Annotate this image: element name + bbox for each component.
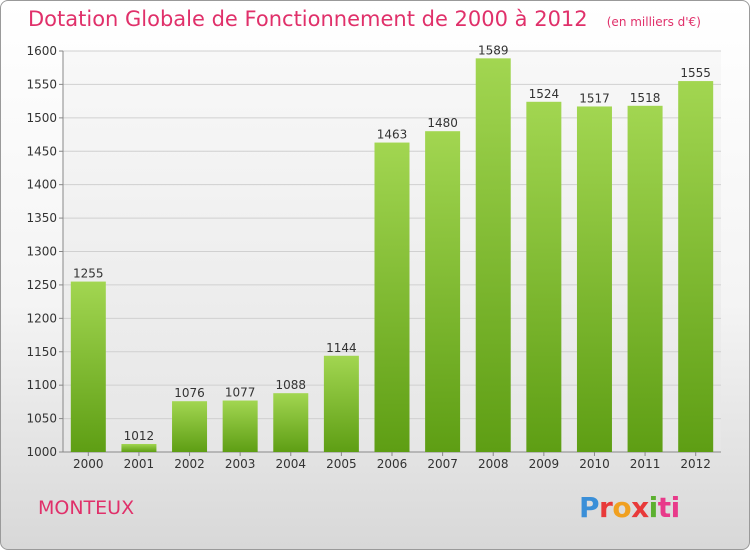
x-tick-label: 2009 [529,457,560,471]
bar-value-label: 1463 [377,128,408,142]
bar [526,101,562,452]
y-tick-label: 1600 [26,44,57,58]
bar [273,393,309,452]
bar [475,58,511,453]
y-tick-label: 1150 [26,345,57,359]
y-tick-label: 1550 [26,77,57,91]
logo-letter: t [657,491,671,524]
y-tick-label: 1250 [26,278,57,292]
bar [323,355,359,452]
y-tick-label: 1400 [26,178,57,192]
proxiti-logo: Proxiti [579,491,680,524]
y-tick-label: 1200 [26,311,57,325]
logo-letter: i [670,491,681,524]
x-tick-label: 2007 [427,457,458,471]
bar [222,400,258,452]
y-tick-label: 1500 [26,111,57,125]
logo-letter: x [631,491,649,524]
x-tick-label: 2012 [680,457,711,471]
y-tick-label: 1300 [26,245,57,259]
x-tick-label: 2002 [174,457,205,471]
chart-title: Dotation Globale de Fonctionnement de 20… [28,7,588,31]
y-tick-label: 1450 [26,144,57,158]
bar [576,106,612,452]
x-tick-label: 2000 [73,457,104,471]
bar-value-label: 1480 [427,116,458,130]
bar-value-label: 1076 [174,386,205,400]
bar-value-label: 1144 [326,341,357,355]
y-tick-label: 1350 [26,211,57,225]
x-tick-label: 2011 [630,457,661,471]
bar-value-label: 1088 [275,378,306,392]
x-tick-label: 2010 [579,457,610,471]
bar-value-label: 1012 [124,429,155,443]
bar-value-label: 1524 [529,87,560,101]
bar [627,105,663,452]
logo-letter: P [579,491,600,524]
x-tick-label: 2001 [124,457,155,471]
x-tick-label: 2003 [225,457,256,471]
bar [121,443,157,452]
x-tick-label: 2008 [478,457,509,471]
y-tick-label: 1000 [26,445,57,459]
bar [374,142,410,453]
y-tick-label: 1050 [26,412,57,426]
bar-value-label: 1255 [73,267,104,281]
bar-value-label: 1077 [225,386,256,400]
bar [425,131,461,452]
x-tick-label: 2004 [275,457,306,471]
chart-unit-note: (en milliers d'€) [606,15,701,29]
y-tick-label: 1100 [26,378,57,392]
city-name: MONTEUX [38,497,135,519]
title-row: Dotation Globale de Fonctionnement de 20… [28,7,701,31]
bar-value-label: 1518 [630,91,661,105]
bar-value-label: 1517 [579,91,610,105]
bar [172,401,208,452]
logo-letter: r [599,491,613,524]
x-tick-label: 2005 [326,457,357,471]
bar-value-label: 1589 [478,43,509,57]
bar [678,81,714,452]
logo-letter: o [612,491,632,524]
bar [70,281,106,452]
bar-value-label: 1555 [680,66,711,80]
logo-letter: i [648,491,659,524]
x-tick-label: 2006 [377,457,408,471]
